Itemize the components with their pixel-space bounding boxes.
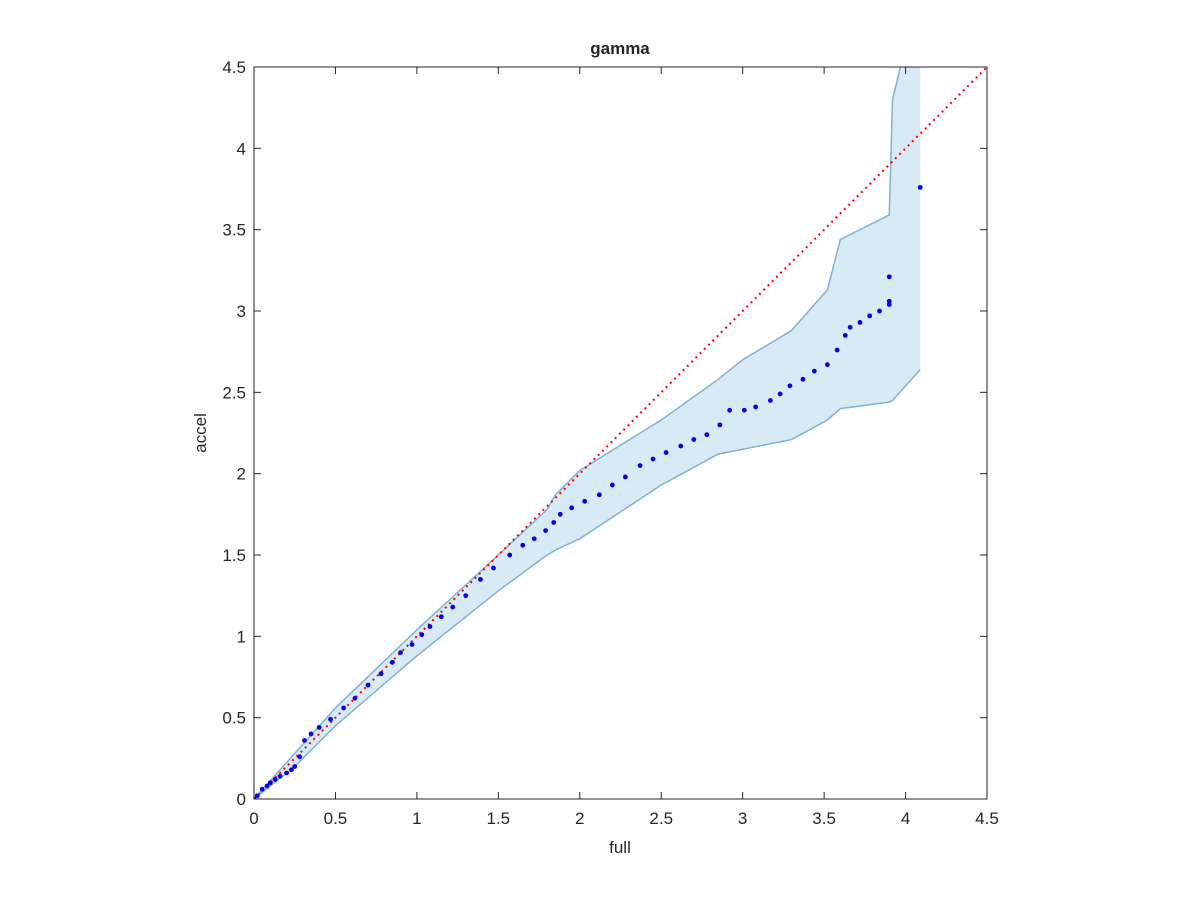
data-point xyxy=(264,783,270,789)
data-point xyxy=(543,528,548,533)
data-point xyxy=(609,482,615,488)
data-point xyxy=(727,407,733,413)
data-point xyxy=(254,796,257,799)
data-point xyxy=(267,780,273,786)
data-point xyxy=(867,313,873,319)
data-point xyxy=(352,695,358,701)
y-tick-label: 4 xyxy=(237,139,246,158)
data-point xyxy=(491,565,496,571)
y-tick-label: 1 xyxy=(237,627,246,646)
data-point xyxy=(297,754,303,760)
y-tick-label: 0 xyxy=(237,790,246,809)
data-point xyxy=(507,552,513,558)
data-point xyxy=(741,407,747,413)
y-tick-label: 1.5 xyxy=(222,546,246,565)
data-point xyxy=(842,333,848,338)
data-point xyxy=(663,450,669,455)
data-point xyxy=(857,319,863,325)
data-point xyxy=(398,650,403,655)
data-point xyxy=(463,593,469,599)
data-point xyxy=(378,671,384,677)
data-point xyxy=(277,773,283,779)
data-point xyxy=(557,511,563,517)
data-point xyxy=(419,632,425,638)
data-point xyxy=(341,705,346,711)
data-point xyxy=(811,368,817,374)
y-tick-label: 0.5 xyxy=(222,709,246,728)
data-point xyxy=(308,731,314,737)
x-tick-label: 3 xyxy=(738,809,747,828)
data-point xyxy=(753,404,759,410)
data-point xyxy=(650,456,656,462)
data-point xyxy=(289,767,294,773)
data-point xyxy=(704,432,710,438)
data-point xyxy=(569,505,575,511)
x-axis-label: full xyxy=(609,838,631,857)
y-tick-label: 2 xyxy=(237,465,246,484)
y-tick-label: 3 xyxy=(237,302,246,321)
data-point xyxy=(777,391,783,397)
data-point xyxy=(551,520,557,525)
y-axis-label: accel xyxy=(191,413,210,453)
data-point xyxy=(886,274,892,280)
axes-box xyxy=(253,66,988,800)
x-tick-label: 0.5 xyxy=(324,809,348,828)
data-point xyxy=(292,764,298,769)
data-point xyxy=(847,324,853,330)
data-point xyxy=(409,642,415,647)
y-tick-label: 4.5 xyxy=(222,58,246,77)
data-point xyxy=(622,474,628,480)
data-point xyxy=(427,624,433,629)
data-point xyxy=(328,716,333,722)
data-point xyxy=(478,577,483,582)
data-point xyxy=(531,536,537,542)
data-point xyxy=(824,362,830,368)
x-tick-label: 4.5 xyxy=(975,809,999,828)
plot-area xyxy=(254,67,987,799)
data-point xyxy=(259,786,265,792)
x-tick-label: 0 xyxy=(249,809,258,828)
y-tick-label: 3.5 xyxy=(222,221,246,240)
band-upper xyxy=(254,67,902,799)
data-point xyxy=(272,777,278,782)
data-point xyxy=(254,793,260,799)
data-point xyxy=(365,682,371,688)
band-lower xyxy=(254,369,921,799)
data-point xyxy=(596,492,602,498)
data-point xyxy=(886,298,892,304)
data-point xyxy=(284,770,289,776)
data-point xyxy=(717,422,723,428)
data-point xyxy=(678,443,684,449)
x-tick-label: 3.5 xyxy=(812,809,836,828)
data-point xyxy=(834,347,840,353)
data-point xyxy=(637,463,643,468)
y-tick-label: 2.5 xyxy=(222,383,246,402)
data-point xyxy=(787,383,793,389)
data-point xyxy=(520,542,526,548)
data-point xyxy=(917,184,923,190)
data-point xyxy=(316,725,322,730)
data-point xyxy=(767,398,773,403)
chart-title: gamma xyxy=(590,39,650,58)
data-point xyxy=(800,376,806,382)
data-point xyxy=(691,437,697,442)
data-point xyxy=(877,308,882,314)
x-tick-label: 1.5 xyxy=(487,809,511,828)
x-tick-label: 2.5 xyxy=(649,809,673,828)
data-point xyxy=(438,614,444,620)
data-point xyxy=(390,659,395,665)
x-tick-label: 1 xyxy=(412,809,421,828)
x-tick-label: 4 xyxy=(901,809,910,828)
data-point xyxy=(582,498,588,504)
reference-line xyxy=(254,67,987,799)
data-point xyxy=(302,738,307,743)
x-tick-label: 2 xyxy=(575,809,584,828)
data-point xyxy=(450,604,456,610)
